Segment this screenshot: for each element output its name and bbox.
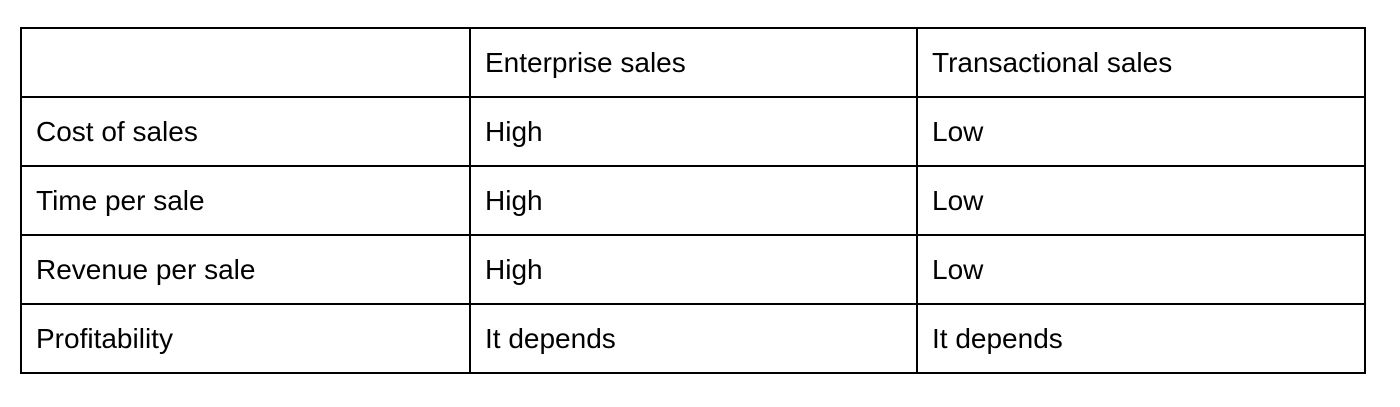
enterprise-value-cell: It depends	[469, 303, 918, 374]
header-cell-enterprise-sales: Enterprise sales	[469, 27, 918, 98]
table-row: Profitability It depends It depends	[20, 303, 1366, 374]
table-row: Revenue per sale High Low	[20, 234, 1366, 305]
table-row: Cost of sales High Low	[20, 96, 1366, 167]
enterprise-value-cell: High	[469, 165, 918, 236]
enterprise-value-cell: High	[469, 96, 918, 167]
header-cell-empty	[20, 27, 471, 98]
transactional-value-cell: Low	[916, 165, 1366, 236]
row-label-cell: Revenue per sale	[20, 234, 471, 305]
table-row: Time per sale High Low	[20, 165, 1366, 236]
transactional-value-cell: Low	[916, 96, 1366, 167]
enterprise-value-cell: High	[469, 234, 918, 305]
table-header-row: Enterprise sales Transactional sales	[20, 27, 1366, 98]
row-label-cell: Time per sale	[20, 165, 471, 236]
transactional-value-cell: It depends	[916, 303, 1366, 374]
header-cell-transactional-sales: Transactional sales	[916, 27, 1366, 98]
row-label-cell: Cost of sales	[20, 96, 471, 167]
row-label-cell: Profitability	[20, 303, 471, 374]
transactional-value-cell: Low	[916, 234, 1366, 305]
comparison-table: Enterprise sales Transactional sales Cos…	[20, 27, 1366, 374]
